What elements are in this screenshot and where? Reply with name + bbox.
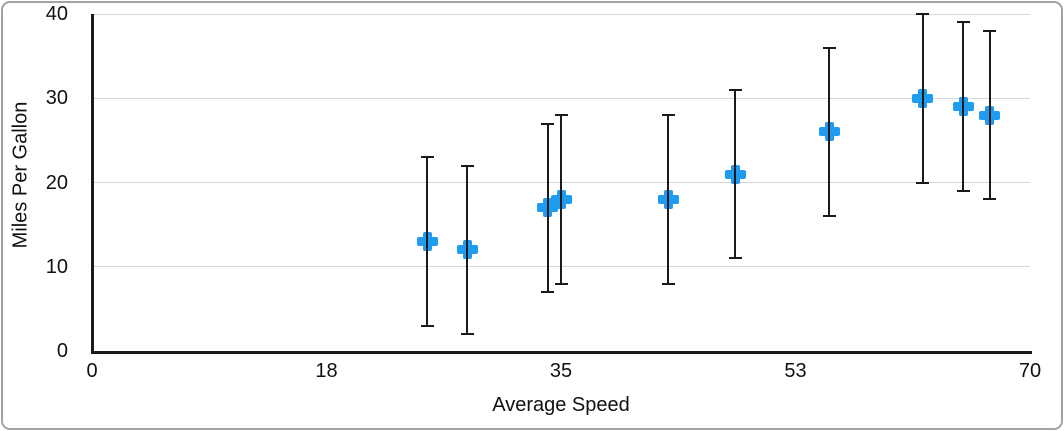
error-bar-line [962,22,964,191]
y-axis-line [91,14,94,354]
error-bar-line [546,123,549,293]
x-tick-label-0: 0 [86,360,98,382]
error-bar-line [921,14,924,183]
error-bar-cap-top [956,21,970,24]
error-bar-cap-top [661,114,675,117]
x-tick-label-18: 18 [315,360,338,382]
error-bar-line [560,115,562,284]
error-bar-line [828,47,830,217]
y-tick-label-20: 20 [45,171,68,194]
error-bar-cap-bottom [541,291,555,294]
error-bar-cap-top [916,13,930,15]
y-tick-label-30: 30 [45,87,68,110]
y-tick-label-40: 40 [45,3,68,25]
error-bar-cap-bottom [554,282,568,285]
x-axis-line [91,351,1032,354]
x-tick-label-70: 70 [1018,360,1042,382]
error-bar-cap-bottom [956,189,970,192]
error-bar-cap-bottom [983,198,997,201]
error-bar-cap-bottom [822,215,836,218]
x-axis-title: Average Speed [492,394,630,416]
error-bar-cap-top [541,122,555,125]
error-bar-line [734,89,737,259]
y-tick-label-10: 10 [45,255,68,278]
gridline-y-30 [92,97,1030,99]
error-bar-cap-bottom [728,257,742,260]
error-bar-line [426,157,428,326]
x-tick-label-53: 53 [784,360,807,382]
error-bar-line [988,30,991,200]
gridline-y-40 [92,13,1030,15]
error-bar-cap-top [728,88,742,91]
error-bar-cap-bottom [661,282,675,285]
error-bar-cap-bottom [420,324,434,327]
error-bar-cap-top [554,114,568,117]
error-bar-cap-bottom [460,333,474,336]
error-bar-cap-top [983,29,997,32]
error-bar-cap-top [460,164,474,167]
error-bar-cap-bottom [916,181,930,184]
y-tick-label-0: 0 [56,340,68,362]
plot-area [92,13,1030,351]
x-tick-label-35: 35 [549,360,573,382]
error-bar-cap-top [822,46,836,49]
error-bar-cap-top [420,156,434,159]
error-bar-line [667,115,670,284]
error-bar-line [466,165,469,335]
